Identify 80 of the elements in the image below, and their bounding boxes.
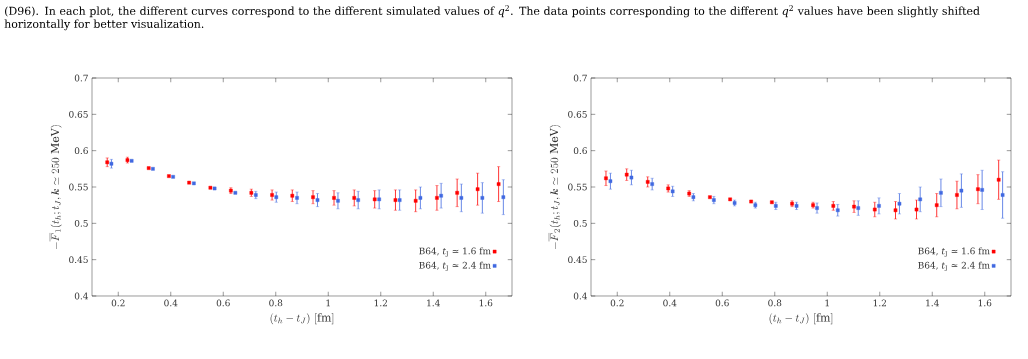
point (455, 191, 459, 195)
point (980, 188, 984, 192)
point (233, 191, 238, 195)
point (129, 159, 134, 163)
x-tick-label: 1.4 (427, 299, 440, 307)
y-tick-label: 0.45 (69, 256, 88, 264)
x-axis-title: $(t_h - t_J)\ [\mathrm{fm}]$ (769, 313, 833, 325)
y-tick-label: 0.7 (74, 74, 88, 82)
point (918, 197, 922, 202)
point (212, 186, 217, 191)
x-tick-label: 1.6 (479, 299, 493, 307)
point (1000, 193, 1005, 197)
point (996, 177, 1001, 182)
x-tick-label: 1.6 (978, 299, 992, 307)
point (377, 197, 381, 202)
y-axis-title: $-\overline{F}_1(t_h; t_J, \boldsymbol{k} \simeq 250\ \mathrm{MeV})$ (49, 125, 62, 250)
point (372, 197, 377, 202)
x-tick-label: 0.4 (663, 299, 677, 307)
point (439, 193, 443, 198)
point (852, 204, 856, 209)
x-tick-label: 1 (825, 299, 829, 307)
x-axis-title: $(t_h - t_J)\ [\mathrm{fm}]$ (270, 313, 334, 325)
point (459, 196, 464, 200)
point (435, 196, 439, 200)
legend-label: B64, t$_{J}$ ≃ 2.4 fm (419, 261, 491, 272)
x-tick-label: 0.6 (715, 299, 729, 307)
text: (D96). In each plot, the different curves correspond to the different simulated values of q$^{2}$. The data points corresponding to the different q$^{2}$ values have been slightly shifted horizontally for better visualization. (4, 5, 980, 31)
point (959, 188, 964, 193)
point (393, 198, 398, 202)
point (397, 198, 402, 202)
y-tick-label: 0.6 (74, 147, 88, 155)
x-tick-label: 0.8 (269, 299, 283, 307)
y-tick-label: 0.4 (573, 292, 588, 300)
x-tick-label: 0.6 (216, 299, 230, 307)
point (934, 203, 939, 207)
y-tick-label: 0.65 (69, 110, 88, 118)
point (955, 193, 959, 197)
point (187, 180, 191, 185)
point (151, 167, 155, 171)
point (976, 187, 980, 191)
point (475, 187, 480, 191)
point (146, 166, 151, 170)
point (332, 196, 336, 200)
legend-label: B64, t$_{J}$ ≃ 1.6 fm (419, 247, 491, 257)
point (604, 176, 608, 181)
legend-label: B64, t$_{J}$ ≃ 2.4 fm (918, 261, 990, 272)
y-tick-label: 0.55 (69, 183, 88, 191)
x-tick-label: 0.2 (610, 299, 624, 307)
y-tick-label: 0.4 (74, 292, 89, 300)
point (893, 208, 898, 213)
point (413, 199, 418, 203)
x-tick-label: 1.2 (873, 299, 887, 307)
x-tick-label: 0.8 (768, 299, 782, 307)
y-tick-label: 0.6 (573, 147, 587, 155)
point (501, 195, 506, 199)
y-tick-label: 0.65 (568, 110, 587, 118)
x-tick-label: 0.2 (111, 299, 125, 307)
point (352, 196, 357, 200)
point (496, 182, 501, 186)
x-tick-label: 1.2 (374, 299, 388, 307)
y-tick-label: 0.7 (573, 74, 587, 82)
point (167, 174, 171, 178)
y-axis-title: $-\overline{F}_2(t_h; t_J, \boldsymbol{k} \simeq 250\ \mathrm{MeV})$ (548, 125, 561, 250)
point (939, 191, 943, 195)
point (192, 181, 196, 186)
x-tick-label: 1.4 (926, 299, 939, 307)
x-tick-label: 0.4 (164, 299, 178, 307)
point (356, 198, 360, 202)
legend-label: B64, t$_{J}$ ≃ 1.6 fm (918, 247, 990, 257)
point (897, 201, 902, 206)
y-tick-label: 0.5 (74, 219, 88, 227)
point (480, 196, 485, 200)
y-tick-label: 0.45 (568, 256, 587, 264)
y-tick-label: 0.5 (573, 219, 587, 227)
point (208, 185, 213, 190)
point (418, 196, 423, 200)
y-tick-label: 0.55 (568, 183, 587, 191)
x-tick-label: 1 (326, 299, 330, 307)
point (295, 196, 299, 200)
point (171, 175, 175, 179)
